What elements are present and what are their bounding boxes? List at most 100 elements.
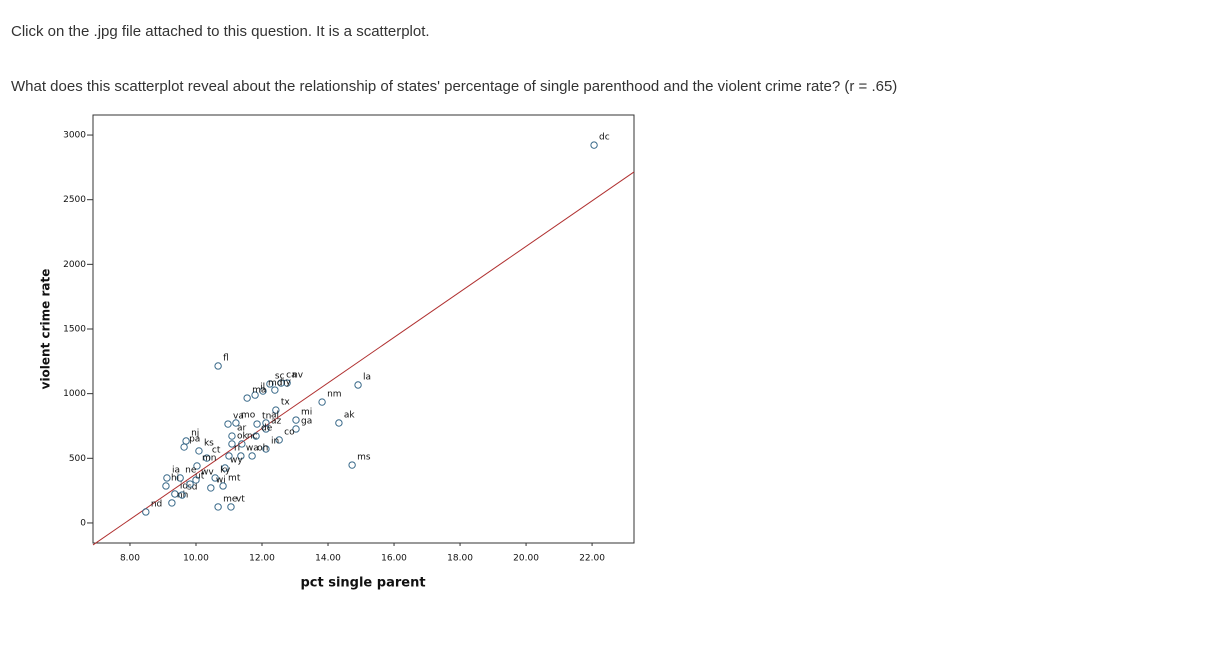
point xyxy=(251,391,259,399)
point-label: sd xyxy=(187,483,197,493)
y-tick-label: 0 xyxy=(80,518,86,528)
point-label: ne xyxy=(185,465,197,475)
x-tick-label: 12.00 xyxy=(249,554,275,564)
point xyxy=(171,490,179,498)
point-label: nj xyxy=(191,428,199,438)
point-label: ut xyxy=(195,472,205,482)
point-label: ar xyxy=(237,424,247,434)
y-axis-title: violent crime rate xyxy=(39,269,53,390)
point xyxy=(195,447,203,455)
point xyxy=(228,432,236,440)
y-tick-label: 3000 xyxy=(63,131,86,141)
y-tick-label: 1000 xyxy=(63,389,86,399)
point-label: ca xyxy=(286,371,296,381)
point-label: ia xyxy=(172,465,180,475)
y-tick-label: 2000 xyxy=(63,260,86,270)
point xyxy=(262,425,270,433)
point-label: mt xyxy=(228,473,241,483)
point xyxy=(243,394,251,402)
x-tick-label: 8.00 xyxy=(120,554,140,564)
point xyxy=(271,386,279,394)
point xyxy=(203,454,211,462)
point-label: nd xyxy=(151,499,162,509)
point xyxy=(228,440,236,448)
y-tick-label: 2500 xyxy=(63,195,86,205)
point-label: al xyxy=(271,411,279,421)
point-label: co xyxy=(284,427,295,437)
point-label: in xyxy=(271,436,279,446)
point-label: fl xyxy=(223,353,229,363)
point xyxy=(225,452,233,460)
point xyxy=(275,436,283,444)
point-label: wv xyxy=(201,468,214,478)
point xyxy=(142,508,150,516)
point-label: oh xyxy=(257,443,268,453)
point xyxy=(163,474,171,482)
point xyxy=(590,141,598,149)
point-label: id xyxy=(180,481,188,491)
point xyxy=(237,452,245,460)
point xyxy=(277,379,285,387)
point xyxy=(178,491,186,499)
point xyxy=(224,420,232,428)
point-label: ny xyxy=(280,378,292,388)
point-label: nc xyxy=(247,431,258,441)
x-tick-label: 20.00 xyxy=(513,554,539,564)
point-label: md xyxy=(268,379,282,389)
point xyxy=(193,462,201,470)
point xyxy=(227,503,235,511)
point-label: ky xyxy=(220,465,231,475)
x-tick-label: 10.00 xyxy=(183,554,209,564)
point xyxy=(266,380,274,388)
point xyxy=(272,406,280,414)
x-tick-label: 18.00 xyxy=(447,554,473,564)
point-label: wi xyxy=(216,475,226,485)
question-text: Click on the .jpg file attached to this … xyxy=(11,23,430,40)
point-label: ct xyxy=(212,446,221,456)
point-label: mn xyxy=(202,453,216,463)
point-label: mo xyxy=(241,411,256,421)
point-label: nm xyxy=(327,390,341,400)
point-label: ok xyxy=(237,431,249,441)
x-tick-label: 16.00 xyxy=(381,554,407,564)
point xyxy=(192,476,200,484)
point-label: sc xyxy=(275,371,285,381)
point-label: ms xyxy=(357,453,371,463)
point xyxy=(186,480,194,488)
point xyxy=(176,474,184,482)
point-label: wy xyxy=(230,456,243,466)
x-axis-title: pct single parent xyxy=(300,576,425,591)
point xyxy=(262,445,270,453)
point xyxy=(354,381,362,389)
point xyxy=(180,443,188,451)
point-label: ma xyxy=(252,386,266,396)
point xyxy=(318,398,326,406)
point xyxy=(292,425,300,433)
point xyxy=(238,440,246,448)
point-label: mi xyxy=(301,408,312,418)
point xyxy=(259,387,267,395)
point xyxy=(168,499,176,507)
point xyxy=(214,503,222,511)
point-label: de xyxy=(261,424,273,434)
point-label: az xyxy=(271,416,282,426)
point-label: ak xyxy=(344,411,356,421)
point xyxy=(292,416,300,424)
point xyxy=(207,484,215,492)
y-tick-label: 1500 xyxy=(63,325,86,335)
point xyxy=(232,419,240,427)
point xyxy=(219,482,227,490)
point xyxy=(162,482,170,490)
point xyxy=(348,461,356,469)
point xyxy=(253,420,261,428)
point-label: tx xyxy=(281,398,291,408)
point xyxy=(248,452,256,460)
point-label: ri xyxy=(234,443,240,453)
point-label: dc xyxy=(599,133,610,143)
x-tick-label: 14.00 xyxy=(315,554,341,564)
point-label: me xyxy=(223,494,238,504)
point-label: va xyxy=(233,412,244,422)
y-tick-label: 500 xyxy=(69,454,86,464)
question-text: What does this scatterplot reveal about … xyxy=(11,78,898,95)
